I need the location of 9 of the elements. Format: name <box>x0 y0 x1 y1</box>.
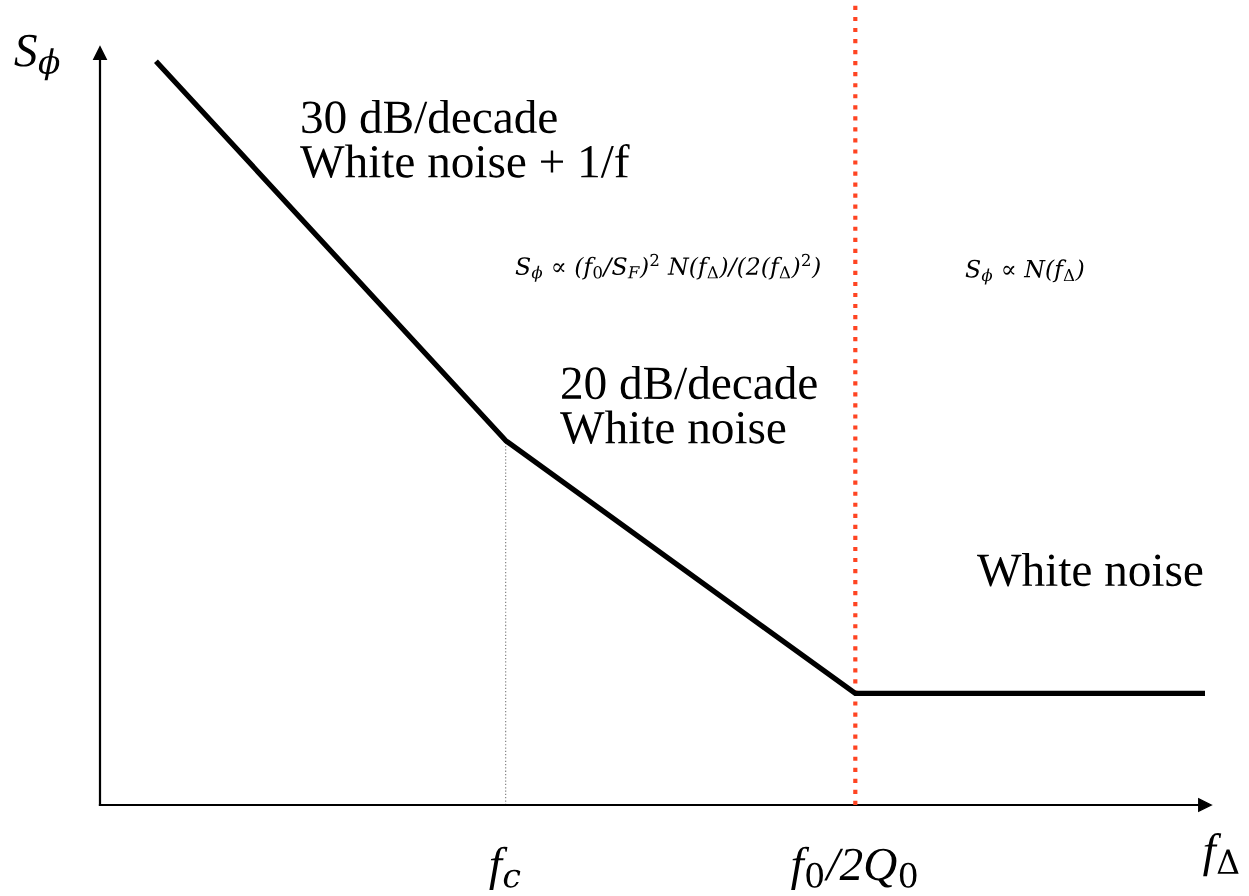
x-tick-label: f$_{0}$/2Q$_{0}$ <box>791 846 917 890</box>
text: S$_{ϕ}$ ∝ (f$_{0}$/S$_{F}$)$^{2}$ N(f$_{Δ}$)/(2(f$_{Δ}$)$^{2}$) <box>515 253 820 282</box>
annotation: White noise <box>977 553 1203 587</box>
x-axis-title: f$_{Δ}$ <box>1203 833 1239 877</box>
annotation: S$_{ϕ}$ ∝ N(f$_{Δ}$) <box>965 259 1084 285</box>
annotation: 30 dB/decade White noise + 1/f <box>300 100 630 178</box>
annotation: 20 dB/decade White noise <box>560 366 817 444</box>
y-axis-title: S$_{ϕ}$ <box>14 34 60 81</box>
x-tick-label: f$_{c}$ <box>489 846 521 890</box>
